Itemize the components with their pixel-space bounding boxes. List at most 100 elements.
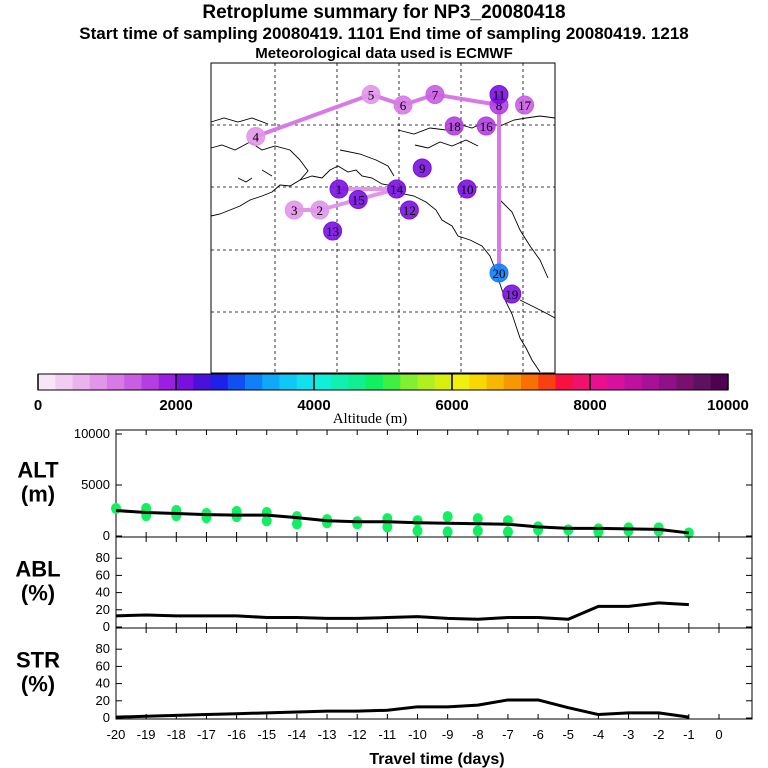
colorbar-cell xyxy=(676,374,694,390)
colorbar-cell xyxy=(641,374,660,390)
x-tick-label: -16 xyxy=(227,727,246,742)
colorbar-cell xyxy=(107,374,125,390)
x-tick-label: -20 xyxy=(107,727,126,742)
y-tick-label: 80 xyxy=(96,550,110,565)
panel-frame xyxy=(115,627,753,720)
colorbar-cell xyxy=(245,374,263,390)
y-tick-label: 40 xyxy=(96,585,110,600)
colorbar-tick-label: 0 xyxy=(34,397,42,414)
x-tick-label: -2 xyxy=(653,727,665,742)
colorbar-cell xyxy=(279,374,298,390)
x-tick-label: -6 xyxy=(532,727,544,742)
plume-point-17 xyxy=(515,95,535,115)
plume-point-label: 1 xyxy=(336,182,343,197)
x-tick-label: -12 xyxy=(348,727,367,742)
plume-point-5 xyxy=(361,85,381,104)
colorbar-cell xyxy=(572,374,591,390)
panel-label: ABL xyxy=(15,557,60,582)
plume-point-15 xyxy=(348,190,368,209)
colorbar-tick-label: 10000 xyxy=(707,397,749,414)
coastline-segment xyxy=(210,117,269,125)
colorbar-cell xyxy=(555,374,574,390)
x-tick-label: -8 xyxy=(472,727,484,742)
colorbar-cell xyxy=(417,374,436,390)
colorbar-cell xyxy=(710,374,729,390)
colorbar-cell xyxy=(314,374,332,390)
colorbar-tick-label: 4000 xyxy=(297,397,330,414)
colorbar-cell xyxy=(89,374,108,390)
plume-point-1 xyxy=(329,179,349,199)
colorbar-cell xyxy=(434,374,453,390)
coastline-segment xyxy=(299,165,541,373)
series-line-alt xyxy=(115,509,690,535)
x-tick-label: -15 xyxy=(257,727,276,742)
plume-point-label: 15 xyxy=(352,193,365,208)
series-line-str xyxy=(115,698,690,719)
coastline-segment xyxy=(414,139,479,149)
plume-point-3 xyxy=(284,200,304,220)
panel-label: (%) xyxy=(21,672,55,697)
x-tick-label: 0 xyxy=(715,727,722,742)
plume-point-14 xyxy=(387,179,407,199)
map-grid xyxy=(211,63,555,373)
plume-point-label: 4 xyxy=(253,130,260,145)
colorbar-label: Altitude (m) xyxy=(333,411,408,427)
plume-point-9 xyxy=(412,158,432,178)
plume-point-2 xyxy=(310,200,330,220)
plume-point-12 xyxy=(399,200,419,220)
plume-point-label: 14 xyxy=(390,182,404,197)
x-tick-label: -11 xyxy=(378,727,396,742)
colorbar-cell xyxy=(296,374,315,390)
colorbar-cell xyxy=(210,374,229,390)
plume-point-label: 16 xyxy=(480,119,494,134)
colorbar-cell xyxy=(624,374,643,390)
alt-particle-cluster xyxy=(472,525,483,537)
colorbar-cell xyxy=(365,374,384,390)
alt-particle-cluster xyxy=(502,526,513,538)
panel-alt: 0 5000 10000 ALT(m) xyxy=(17,426,753,543)
plume-point-label: 2 xyxy=(317,203,324,218)
colorbar-cell xyxy=(227,374,246,390)
x-tick-label: -10 xyxy=(408,727,427,742)
colorbar-cell xyxy=(72,374,91,390)
chart-title: Retroplume summary for NP3_20080418 xyxy=(202,2,566,23)
plume-point-label: 7 xyxy=(432,88,439,103)
plume-point-label: 6 xyxy=(400,98,407,113)
colorbar-cell xyxy=(262,374,280,390)
colorbar-tick-label: 8000 xyxy=(573,397,606,414)
colorbar-cell xyxy=(503,374,522,390)
alt-particle-cluster xyxy=(623,525,634,537)
y-tick-label: 0 xyxy=(103,619,110,634)
x-tick-label: -18 xyxy=(167,727,186,742)
colorbar-cell xyxy=(659,374,677,390)
alt-particle-cluster xyxy=(231,511,242,523)
y-tick-label: 40 xyxy=(96,676,110,691)
alt-particle-cluster xyxy=(412,515,423,527)
colorbar-cell xyxy=(331,374,349,390)
colorbar-cell xyxy=(38,374,56,390)
colorbar-cell xyxy=(383,374,401,390)
colorbar-cell xyxy=(521,374,539,390)
x-tick-label: -14 xyxy=(288,727,307,742)
colorbar-cell xyxy=(590,374,608,390)
x-tick-label: -17 xyxy=(197,727,216,742)
x-tick-label: -5 xyxy=(562,727,574,742)
plume-point-13 xyxy=(323,221,343,241)
colorbar-cell xyxy=(486,374,505,390)
alt-particle-cluster xyxy=(291,518,302,530)
colorbar-tick-label: 2000 xyxy=(159,397,192,414)
colorbar-tick-label: 6000 xyxy=(435,397,468,414)
x-tick-label: -1 xyxy=(683,727,695,742)
panel-label: (%) xyxy=(21,581,55,606)
x-tick-label: -7 xyxy=(502,727,514,742)
y-tick-label: 10000 xyxy=(74,426,110,441)
plume-point-label: 10 xyxy=(461,182,474,197)
plume-point-label: 13 xyxy=(326,224,339,239)
coastline-segment xyxy=(519,299,556,319)
plume-point-11 xyxy=(489,85,509,104)
panel-abl: 0 20 40 60 80 ABL(%) xyxy=(15,536,753,634)
y-tick-label: 60 xyxy=(96,567,110,582)
x-tick-label: -9 xyxy=(442,727,454,742)
